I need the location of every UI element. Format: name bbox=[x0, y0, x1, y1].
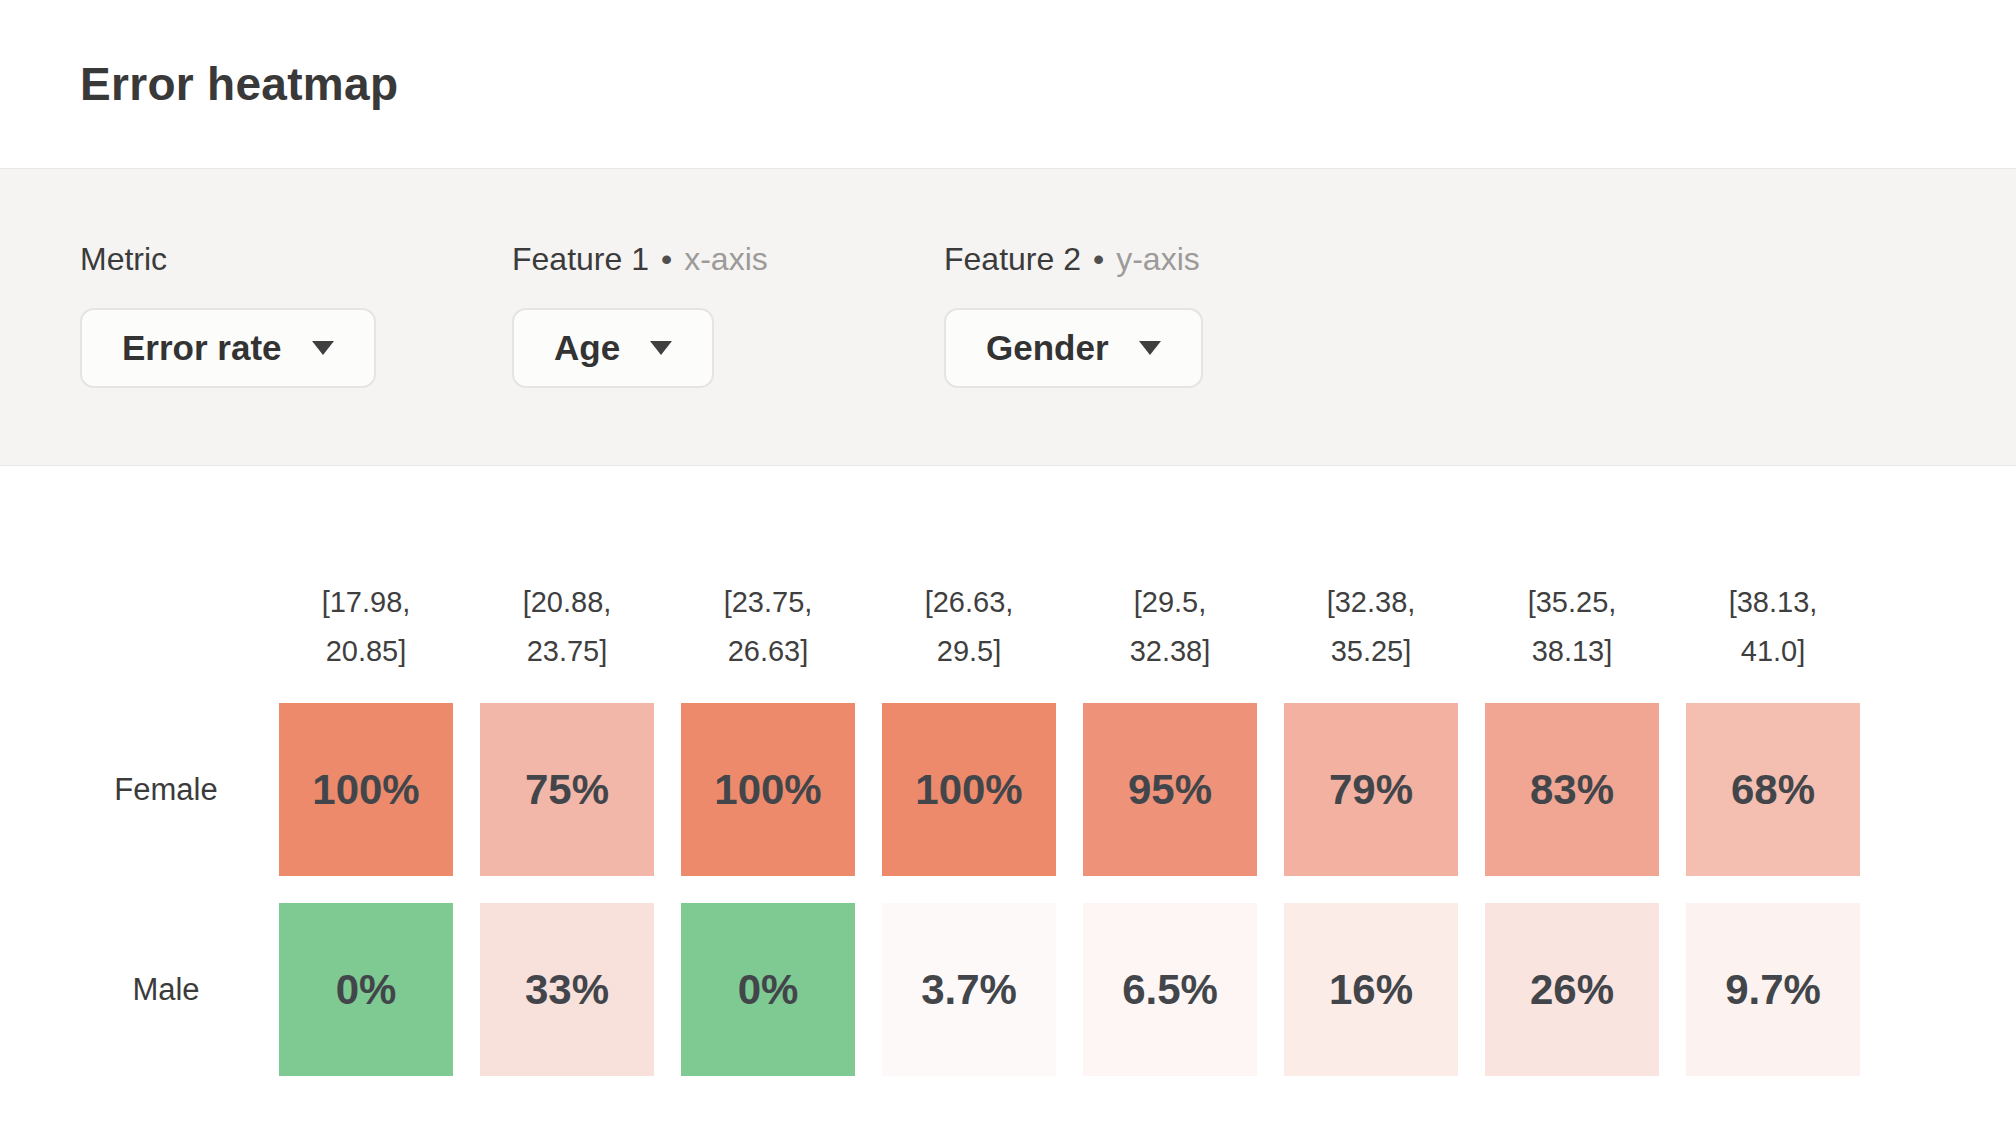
page-title: Error heatmap bbox=[80, 57, 398, 111]
page-header: Error heatmap bbox=[0, 0, 2016, 168]
metric-label-text: Metric bbox=[80, 241, 167, 278]
row-label-female: Female bbox=[0, 703, 252, 876]
heatmap-cell: 100% bbox=[882, 703, 1056, 876]
feature2-label: Feature 2 • y-axis bbox=[944, 241, 1203, 278]
feature1-separator: • bbox=[661, 241, 672, 278]
heatmap-cell: 95% bbox=[1083, 703, 1257, 876]
heatmap-corner bbox=[0, 578, 252, 676]
column-header: [35.25, 38.13] bbox=[1485, 578, 1659, 676]
column-header: [32.38, 35.25] bbox=[1284, 578, 1458, 676]
control-group-feature2: Feature 2 • y-axis Gender bbox=[944, 241, 1203, 465]
metric-dropdown-value: Error rate bbox=[122, 328, 282, 368]
heatmap-cell: 16% bbox=[1284, 903, 1458, 1076]
column-header: [20.88, 23.75] bbox=[480, 578, 654, 676]
column-header: [26.63, 29.5] bbox=[882, 578, 1056, 676]
feature1-label-text: Feature 1 bbox=[512, 241, 649, 278]
feature2-axis-hint: y-axis bbox=[1116, 241, 1200, 278]
feature2-dropdown[interactable]: Gender bbox=[944, 308, 1203, 388]
row-label-male: Male bbox=[0, 903, 252, 1076]
control-group-feature1: Feature 1 • x-axis Age bbox=[512, 241, 944, 465]
heatmap-cell: 83% bbox=[1485, 703, 1659, 876]
heatmap-cell: 3.7% bbox=[882, 903, 1056, 1076]
feature1-dropdown[interactable]: Age bbox=[512, 308, 714, 388]
heatmap-cell: 0% bbox=[279, 903, 453, 1076]
heatmap-cell: 26% bbox=[1485, 903, 1659, 1076]
chevron-down-icon bbox=[312, 341, 334, 355]
feature2-separator: • bbox=[1093, 241, 1104, 278]
heatmap-cell: 0% bbox=[681, 903, 855, 1076]
control-group-metric: Metric Error rate bbox=[80, 241, 512, 465]
controls-bar: Metric Error rate Feature 1 • x-axis Age… bbox=[0, 168, 2016, 466]
feature1-dropdown-value: Age bbox=[554, 328, 620, 368]
heatmap-cell: 100% bbox=[279, 703, 453, 876]
metric-dropdown[interactable]: Error rate bbox=[80, 308, 376, 388]
feature2-dropdown-value: Gender bbox=[986, 328, 1109, 368]
heatmap-cell: 6.5% bbox=[1083, 903, 1257, 1076]
heatmap-cell: 33% bbox=[480, 903, 654, 1076]
heatmap-cell: 68% bbox=[1686, 703, 1860, 876]
heatmap-cell: 9.7% bbox=[1686, 903, 1860, 1076]
heatmap-cell: 100% bbox=[681, 703, 855, 876]
column-header: [23.75, 26.63] bbox=[681, 578, 855, 676]
metric-label: Metric bbox=[80, 241, 512, 278]
error-heatmap-grid: [17.98, 20.85] [20.88, 23.75] [23.75, 26… bbox=[0, 466, 2016, 1076]
chevron-down-icon bbox=[650, 341, 672, 355]
column-header: [29.5, 32.38] bbox=[1083, 578, 1257, 676]
column-header: [38.13, 41.0] bbox=[1686, 578, 1860, 676]
heatmap-cell: 79% bbox=[1284, 703, 1458, 876]
chevron-down-icon bbox=[1139, 341, 1161, 355]
feature2-label-text: Feature 2 bbox=[944, 241, 1081, 278]
feature1-axis-hint: x-axis bbox=[684, 241, 768, 278]
heatmap-cell: 75% bbox=[480, 703, 654, 876]
column-header: [17.98, 20.85] bbox=[279, 578, 453, 676]
feature1-label: Feature 1 • x-axis bbox=[512, 241, 944, 278]
